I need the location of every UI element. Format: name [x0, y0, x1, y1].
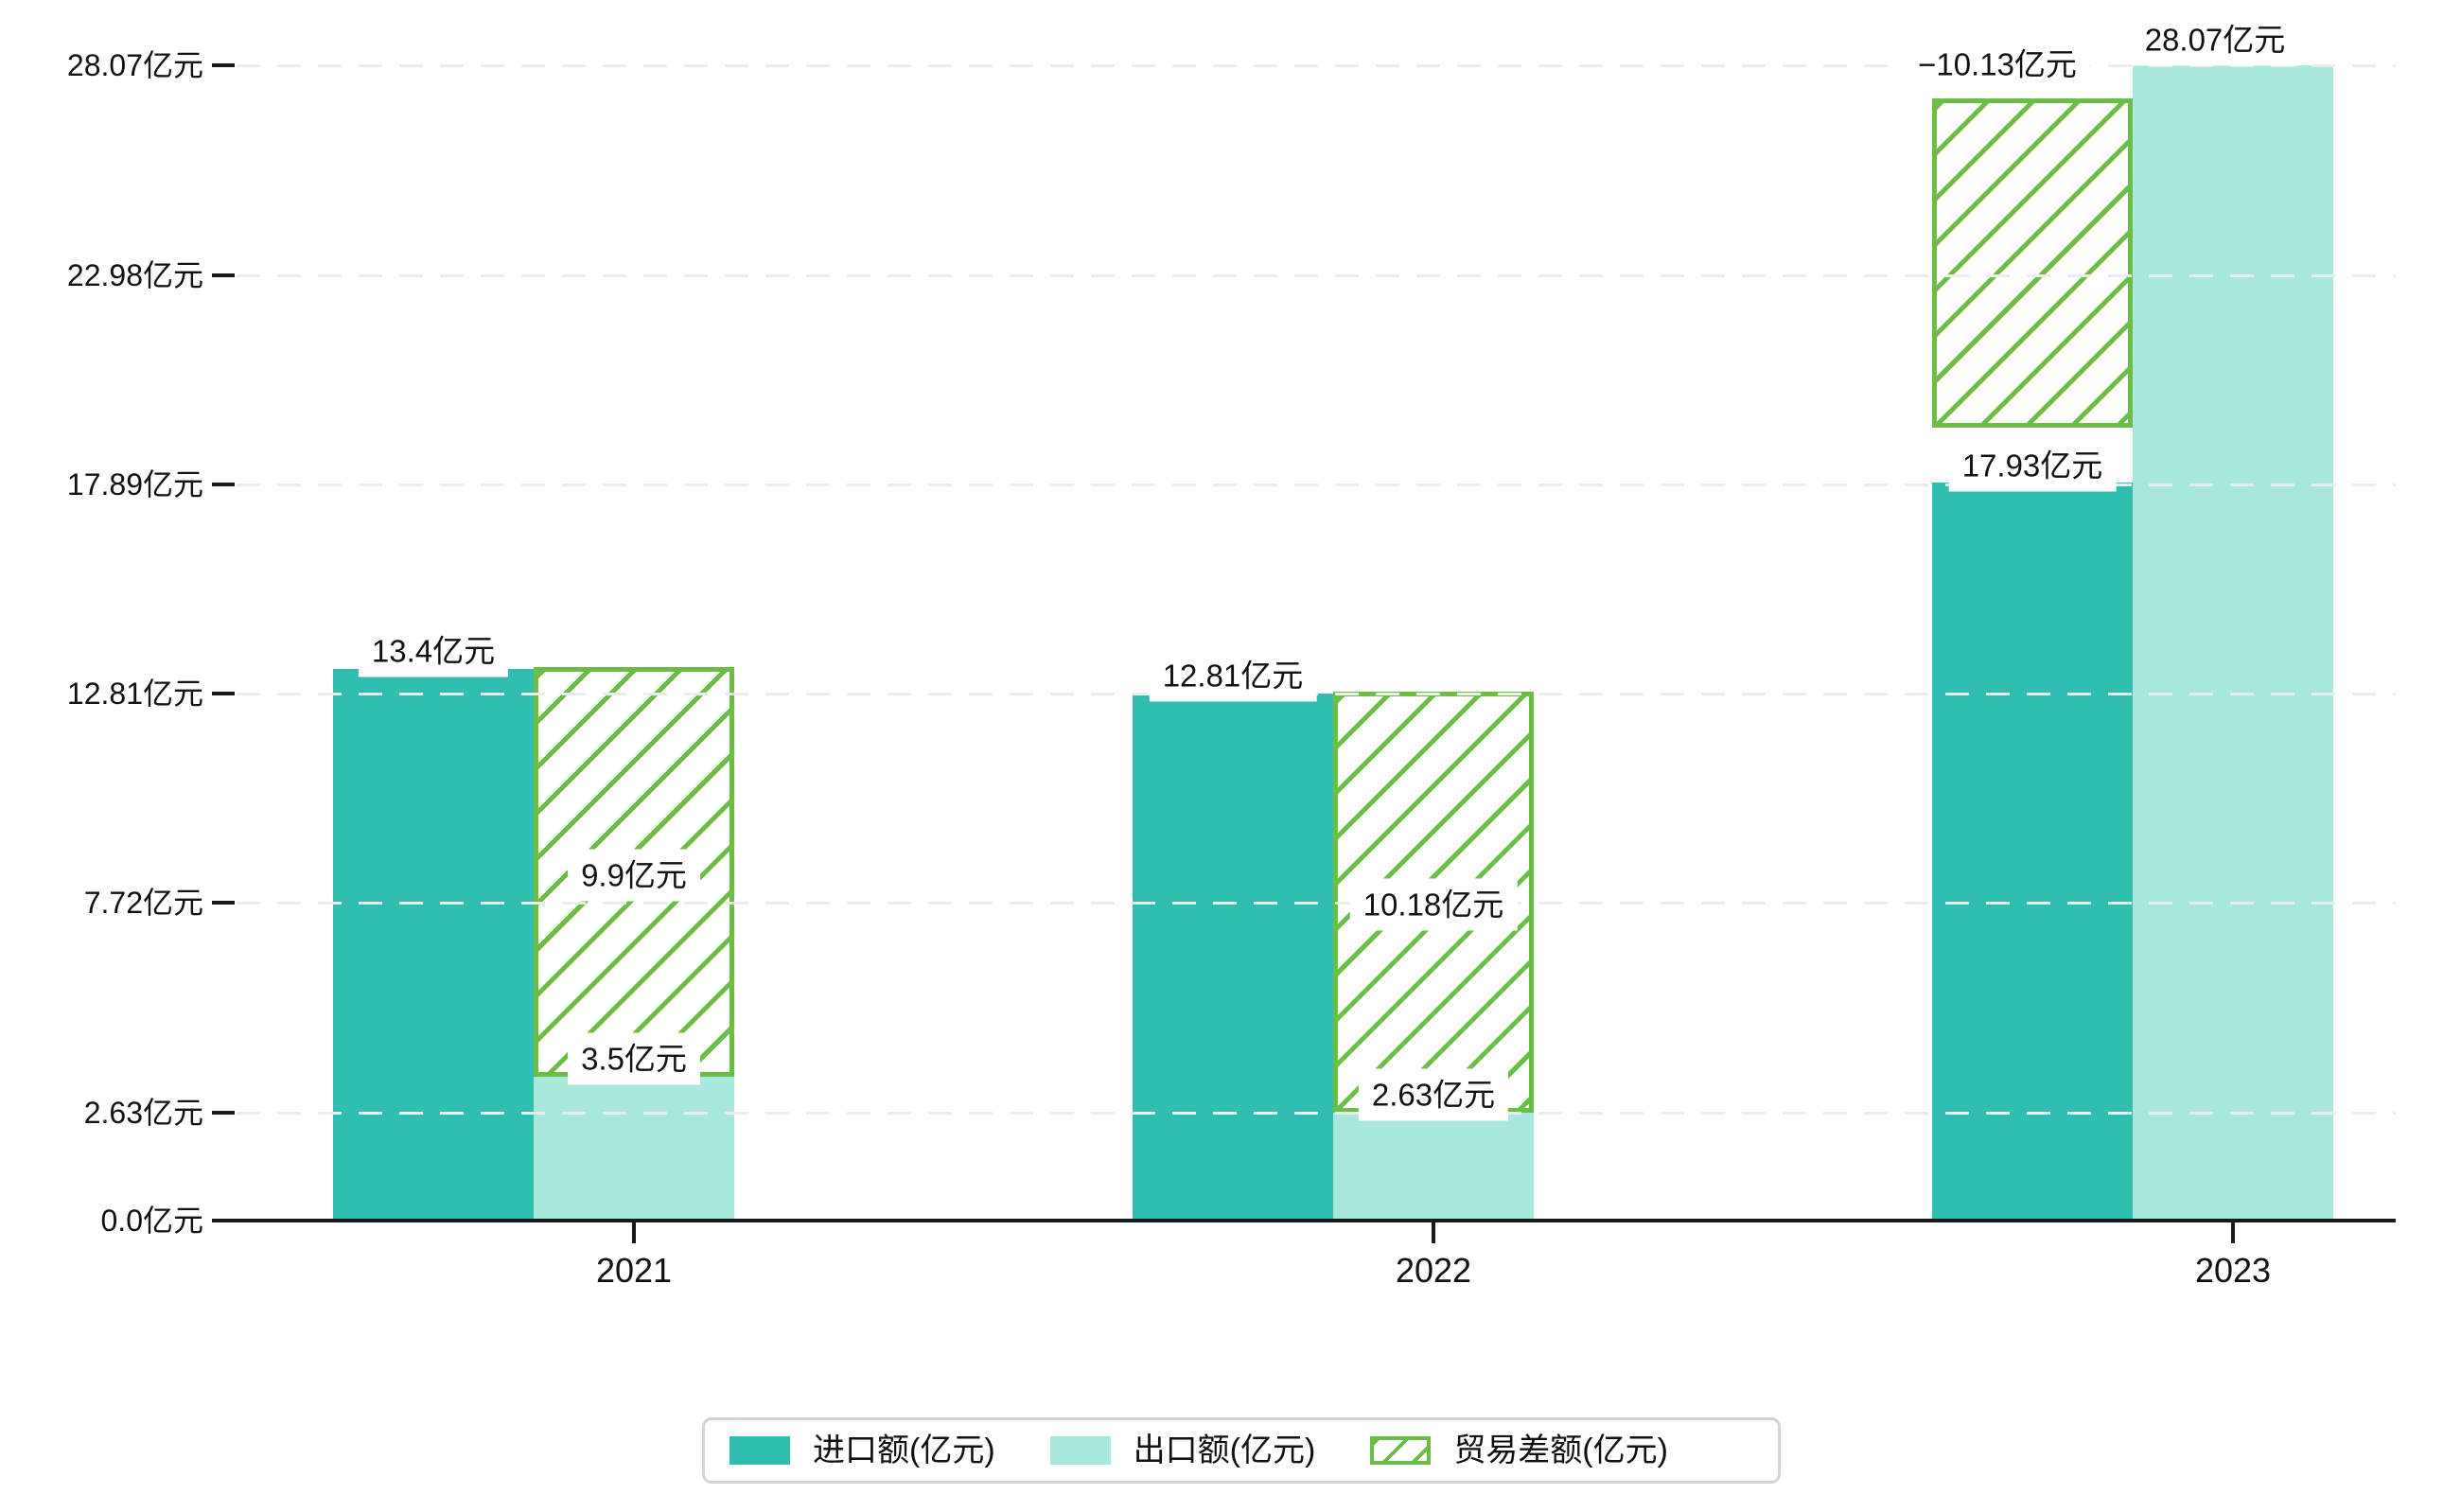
- import-swatch-icon: [730, 1436, 790, 1465]
- label-export-2021: 3.5亿元: [568, 1032, 700, 1085]
- y-tick: [212, 482, 235, 486]
- import-bar-2021: [333, 669, 534, 1221]
- balance-bar-2023: [1932, 98, 2133, 429]
- x-axis-line: [227, 1219, 2396, 1222]
- legend-item-balance: 贸易差额(亿元): [1370, 1433, 1668, 1468]
- y-tick: [212, 1110, 235, 1115]
- label-balance-2022: 10.18亿元: [1349, 878, 1518, 931]
- y-tick-label: 7.72亿元: [83, 886, 203, 921]
- label-import-2021: 13.4亿元: [358, 624, 509, 677]
- gridline: [237, 902, 2396, 905]
- legend-label-export: 出口额(亿元): [1133, 1433, 1316, 1468]
- y-tick-label: 17.89亿元: [66, 466, 203, 501]
- export-swatch-icon: [1049, 1436, 1111, 1465]
- label-export-2023: 28.07亿元: [2131, 13, 2299, 66]
- export-bar-2022: [1333, 1112, 1534, 1221]
- x-tick-label-2022: 2022: [1395, 1251, 1472, 1290]
- y-tick: [212, 691, 235, 695]
- legend-label-import: 进口额(亿元): [813, 1433, 995, 1468]
- y-tick-label: 2.63亿元: [83, 1095, 203, 1130]
- gridline: [237, 1111, 2396, 1115]
- x-tick-label-2023: 2023: [2194, 1251, 2272, 1290]
- y-tick-label: 12.81亿元: [66, 676, 203, 711]
- export-bar-2021: [534, 1076, 734, 1221]
- gridline: [237, 64, 2396, 68]
- legend-item-export: 出口额(亿元): [1049, 1433, 1316, 1468]
- legend-item-import: 进口额(亿元): [730, 1433, 995, 1468]
- import-bar-2022: [1133, 693, 1333, 1221]
- label-import-2022: 12.81亿元: [1149, 649, 1317, 702]
- y-tick: [212, 63, 235, 68]
- y-tick-label: 22.98亿元: [66, 257, 203, 292]
- legend: 进口额(亿元) 出口额(亿元) 贸易差额(亿元): [702, 1417, 1781, 1484]
- label-balance-2023: −10.13亿元: [1905, 38, 2090, 91]
- export-bar-2023: [2133, 65, 2333, 1221]
- y-tick-label: 28.07亿元: [66, 48, 203, 83]
- import-bar-2023: [1932, 483, 2133, 1221]
- x-tick: [1432, 1222, 1435, 1243]
- gridline: [237, 483, 2396, 486]
- label-import-2023: 17.93亿元: [1948, 439, 2117, 492]
- gridline: [237, 273, 2396, 277]
- y-tick: [212, 1219, 235, 1222]
- y-tick-label: 0.0亿元: [100, 1204, 204, 1238]
- x-tick: [2231, 1222, 2235, 1243]
- legend-label-balance: 贸易差额(亿元): [1453, 1433, 1668, 1468]
- label-balance-2021: 9.9亿元: [568, 849, 700, 901]
- balance-hatch-swatch-icon: [1370, 1436, 1432, 1465]
- label-export-2022: 2.63亿元: [1358, 1068, 1509, 1121]
- x-tick-label-2021: 2021: [595, 1251, 673, 1290]
- x-tick: [632, 1222, 636, 1243]
- y-tick: [212, 273, 235, 277]
- y-tick: [212, 901, 235, 905]
